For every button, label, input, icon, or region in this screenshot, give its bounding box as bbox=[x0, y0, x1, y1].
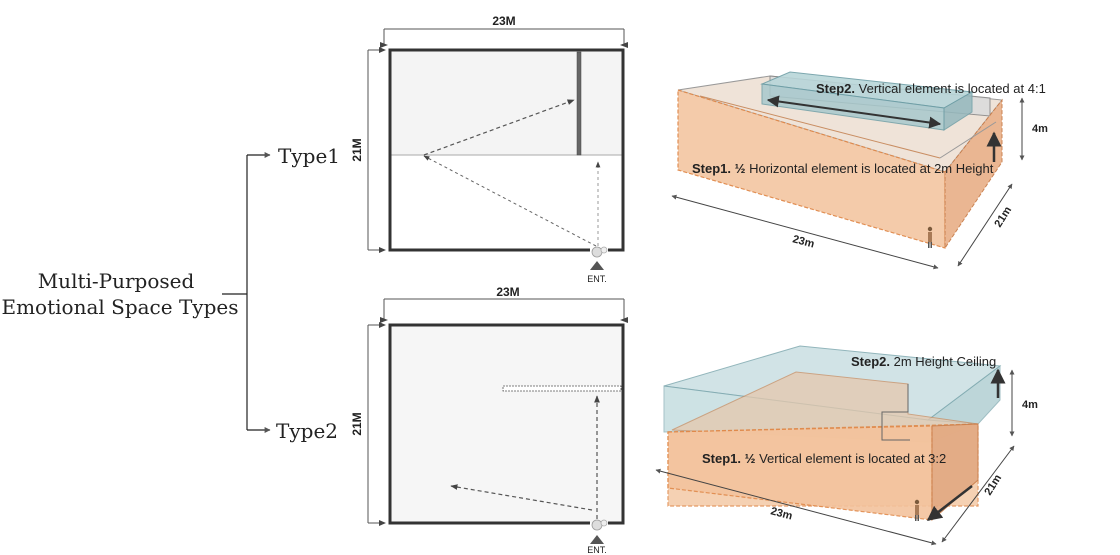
type2-width-label: 23m bbox=[769, 505, 794, 522]
type2-height-label: 4m bbox=[1022, 399, 1038, 411]
type1-height-label: 4m bbox=[1032, 123, 1048, 135]
branch-connector bbox=[222, 152, 271, 433]
root-node: Multi-Purposed Emotional Space Types bbox=[1, 269, 238, 319]
type1-plan-depth-label: 21M bbox=[350, 138, 364, 161]
type1-step2-caption: Step2. Vertical element is located at 4:… bbox=[816, 81, 1046, 96]
type2-step2-caption: Step2. 2m Height Ceiling bbox=[851, 354, 996, 369]
type2-label: Type2 bbox=[276, 419, 338, 443]
type1-entrance-label: ENT. bbox=[587, 274, 607, 284]
type1-floor-plan: 23M 21M ENT. bbox=[350, 14, 628, 284]
type2-step1-bold: Step1. ½ bbox=[702, 451, 756, 466]
type1-plan-width-label: 23M bbox=[492, 14, 515, 28]
type2-plan-width-label: 23M bbox=[496, 285, 519, 299]
type1-person-figure bbox=[927, 226, 933, 248]
type2-entrance-label: ENT. bbox=[587, 545, 607, 555]
root-label-line2: Emotional Space Types bbox=[1, 295, 238, 319]
type2-depth-label: 21m bbox=[982, 472, 1004, 497]
type2-step2-bold: Step2. bbox=[851, 354, 890, 369]
type1-step1-bold: Step1. ½ bbox=[692, 161, 746, 176]
type1-step2-text: Vertical element is located at 4:1 bbox=[859, 81, 1046, 96]
type1-label: Type1 bbox=[278, 144, 340, 168]
type2-step2-text: 2m Height Ceiling bbox=[894, 354, 997, 369]
type1-step1-text: Horizontal element is located at 2m Heig… bbox=[749, 161, 994, 176]
type1-step1-caption: Step1. ½ Horizontal element is located a… bbox=[692, 161, 994, 176]
type2-plan-depth-label: 21M bbox=[350, 412, 364, 435]
type2-floor-plan: 23M 21M ENT. bbox=[350, 285, 628, 555]
type1-width-label: 23m bbox=[791, 233, 816, 250]
type2-step1-text: Vertical element is located at 3:2 bbox=[759, 451, 946, 466]
type1-step2-bold: Step2. bbox=[816, 81, 855, 96]
type2-step1-caption: Step1. ½ Vertical element is located at … bbox=[702, 451, 946, 466]
type2-iso-model: 4m 23m 21m Step2. 2m Height Ceiling Step… bbox=[655, 345, 1038, 546]
root-label-line1: Multi-Purposed bbox=[38, 269, 195, 293]
type1-iso-model: 4m 23m 21m Step2. Vertical element is lo… bbox=[671, 71, 1048, 270]
